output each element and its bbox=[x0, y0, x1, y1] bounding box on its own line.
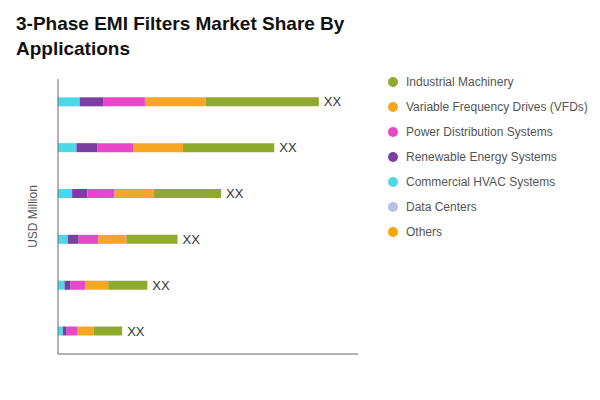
svg-text:USD Million: USD Million bbox=[26, 186, 40, 249]
html-text:Renewable Energy Systems: Renewable Energy Systems bbox=[406, 150, 557, 165]
html-text:Variable Frequency Drives (VFD: Variable Frequency Drives (VFDs) bbox=[406, 100, 588, 115]
svg-text:XX: XX bbox=[127, 324, 145, 339]
svg-text:XX: XX bbox=[324, 95, 342, 110]
svg-text:XX: XX bbox=[226, 186, 244, 201]
html-text:Others: Others bbox=[406, 225, 442, 240]
svg-text:XX: XX bbox=[183, 232, 201, 247]
svg-text:XX: XX bbox=[279, 141, 297, 156]
html-text:Power Distribution Systems: Power Distribution Systems bbox=[406, 125, 553, 140]
html-text:Data Centers: Data Centers bbox=[406, 200, 477, 215]
html-text:Commercial HVAC Systems: Commercial HVAC Systems bbox=[406, 175, 556, 190]
html-text:3-Phase EMI Filters Market Sha: 3-Phase EMI Filters Market Share By Appl… bbox=[16, 13, 345, 59]
html-text:Industrial Machinery: Industrial Machinery bbox=[406, 75, 514, 90]
svg-text:XX: XX bbox=[152, 278, 170, 293]
